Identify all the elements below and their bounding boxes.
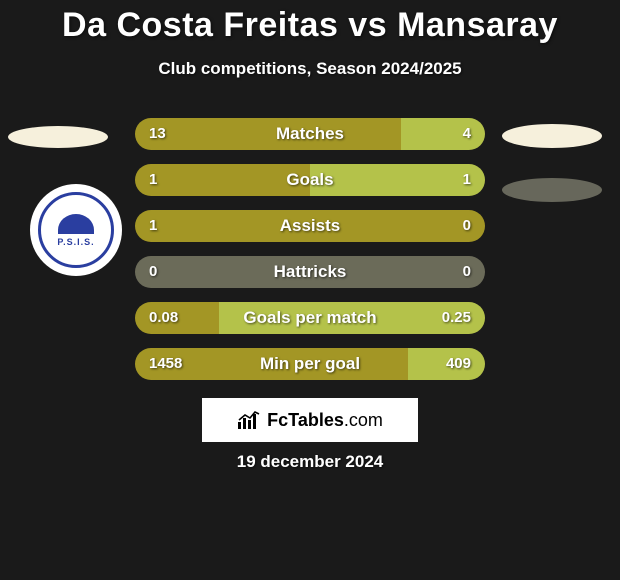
- stat-value-right: 4: [463, 118, 471, 150]
- brand-main: Tables: [288, 410, 344, 430]
- stat-value-left: 1458: [149, 348, 182, 380]
- stat-value-right: 409: [446, 348, 471, 380]
- club-badge-ring: P.S.I.S.: [38, 192, 114, 268]
- stat-value-left: 1: [149, 210, 157, 242]
- stat-row: Min per goal1458 409: [135, 348, 485, 380]
- chart-icon: [237, 410, 261, 430]
- player-right-oval-1: [502, 124, 602, 148]
- season-subtitle: Club competitions, Season 2024/2025: [0, 59, 620, 79]
- stat-label: Goals: [135, 164, 485, 196]
- player-left-oval: [8, 126, 108, 148]
- brand-text: FcTables.com: [267, 410, 383, 431]
- stat-label: Goals per match: [135, 302, 485, 334]
- stat-value-right: 0: [463, 256, 471, 288]
- stat-row: Matches13 4: [135, 118, 485, 150]
- stat-value-left: 1: [149, 164, 157, 196]
- stat-label: Min per goal: [135, 348, 485, 380]
- club-badge-text: P.S.I.S.: [57, 237, 94, 247]
- brand-suffix: .com: [344, 410, 383, 430]
- stat-row: Goals1 1: [135, 164, 485, 196]
- stat-label: Hattricks: [135, 256, 485, 288]
- footer-date: 19 december 2024: [0, 452, 620, 472]
- stat-row: Goals per match0.08 0.25: [135, 302, 485, 334]
- stat-value-left: 13: [149, 118, 166, 150]
- brand-box: FcTables.com: [202, 398, 418, 442]
- stat-label: Matches: [135, 118, 485, 150]
- stat-value-right: 1: [463, 164, 471, 196]
- page-title: Da Costa Freitas vs Mansaray: [0, 0, 620, 45]
- stat-value-right: 0.25: [442, 302, 471, 334]
- stat-row: Hattricks0 0: [135, 256, 485, 288]
- comparison-infographic: Da Costa Freitas vs Mansaray Club compet…: [0, 0, 620, 580]
- stat-row: Assists1 0: [135, 210, 485, 242]
- brand-prefix: Fc: [267, 410, 288, 430]
- stat-value-left: 0: [149, 256, 157, 288]
- stat-value-right: 0: [463, 210, 471, 242]
- player-right-oval-2: [502, 178, 602, 202]
- stats-container: Matches134Goals11Assists10Hattricks00Goa…: [135, 118, 485, 394]
- club-emblem-icon: [58, 214, 94, 234]
- club-badge: P.S.I.S.: [30, 184, 122, 276]
- stat-label: Assists: [135, 210, 485, 242]
- stat-value-left: 0.08: [149, 302, 178, 334]
